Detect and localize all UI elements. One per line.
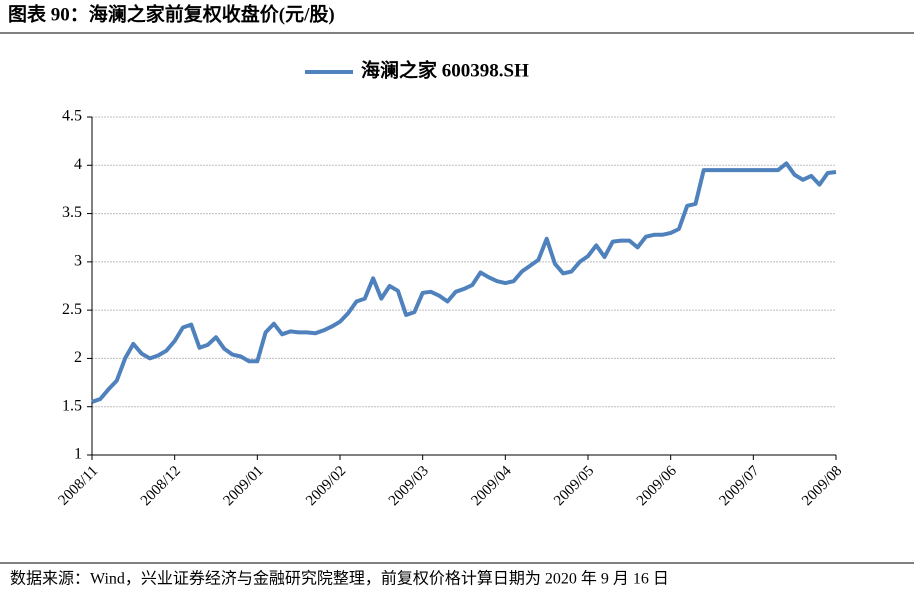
y-tick-label: 3.5	[62, 204, 82, 221]
x-tick-label: 2009/07	[717, 463, 763, 509]
x-tick-label: 2008/12	[138, 463, 184, 509]
price-line	[91, 161, 837, 404]
y-tick-label: 2.5	[62, 301, 82, 318]
x-tick-label: 2009/06	[634, 463, 680, 509]
y-tick-label: 1.5	[62, 397, 82, 414]
x-tick-label: 2009/04	[469, 463, 515, 509]
source-note: 数据来源：Wind，兴业证券经济与金融研究院整理，前复权价格计算日期为 2020…	[10, 569, 669, 588]
x-tick-label: 2008/11	[56, 463, 102, 509]
x-tick-label: 2009/05	[551, 463, 597, 509]
y-tick-label: 4	[74, 156, 82, 173]
x-tick-label: 2009/01	[221, 463, 267, 509]
y-tick-label: 2	[74, 349, 82, 366]
legend-label: 海澜之家 600398.SH	[361, 58, 529, 81]
y-tick-label: 3	[74, 253, 82, 270]
x-tick-label: 2009/03	[386, 463, 432, 509]
x-tick-label: 2009/02	[303, 463, 349, 509]
chart-title: 图表 90：海澜之家前复权收盘价(元/股)	[8, 2, 335, 25]
y-tick-label: 4.5	[62, 108, 82, 125]
y-tick-label: 1	[74, 446, 82, 463]
x-tick-label: 2009/08	[799, 463, 845, 509]
